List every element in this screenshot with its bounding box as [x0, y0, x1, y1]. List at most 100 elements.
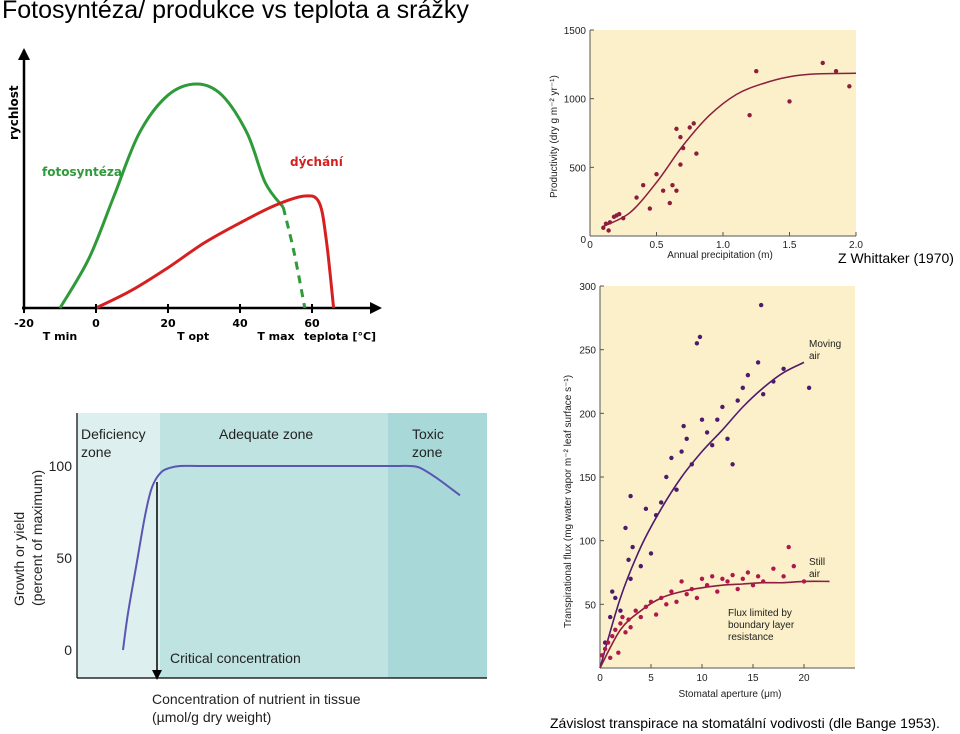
transp-ytick-label: 100 [579, 537, 596, 548]
moving-air-point [643, 506, 649, 512]
moving-air-point [806, 385, 812, 391]
still-air-point [633, 608, 638, 613]
transp-ylabel: Transpirational flux (mg water vapor m⁻²… [563, 375, 574, 628]
moving-air-point [681, 423, 686, 429]
precip-point [674, 188, 679, 193]
nutrient-curve [122, 464, 461, 651]
temp-tick-label: -20 [14, 317, 34, 330]
photosynthesis-curve-dashed [281, 206, 307, 309]
nutrient-chart: Deficiency zone Adequate zone Toxic zone 0… [11, 413, 487, 725]
precip-xtick-label: 1.0 [716, 240, 730, 251]
transp-ytick-label: 250 [579, 346, 596, 357]
moving-air-point [761, 392, 766, 397]
precip-point [678, 162, 683, 167]
moving-air-point [740, 385, 745, 391]
transp-xtick-label: 20 [798, 673, 810, 684]
still-air-point [730, 572, 735, 578]
still-air-label: Still air [809, 557, 825, 580]
critical-label: Critical concentration [170, 650, 301, 666]
precip-ytick-label: 500 [569, 163, 586, 174]
respiration-curve [95, 194, 336, 310]
moving-air-point [638, 563, 643, 569]
moving-air-point [679, 449, 684, 454]
temp-ylabel: rychlost [7, 85, 21, 140]
precip-point [820, 60, 825, 66]
still-air-point [699, 576, 705, 582]
transp-ytick-label: 50 [585, 600, 597, 611]
moving-air-point [610, 589, 615, 594]
still-air-point [643, 604, 649, 610]
nutrient-xlabel: Concentration of nutrient in tissue (µmol… [152, 691, 361, 725]
precip-xlabel: Annual precipitation (m) [667, 250, 773, 261]
precip-point [674, 126, 679, 132]
precip-ylabel: Productivity (dry g m⁻² yr⁻¹) [549, 75, 560, 198]
precip-point [678, 134, 683, 140]
moving-air-point [745, 372, 751, 378]
precip-point [787, 99, 792, 104]
still-air-point [704, 583, 710, 588]
temp-xlabel: teplota [°C] [304, 330, 376, 343]
moving-air-point [628, 576, 633, 582]
still-air-point [653, 612, 659, 617]
moving-air-point [725, 436, 730, 441]
moving-air-point [623, 525, 628, 531]
precip-point [670, 182, 675, 188]
temp-tick-label: 20 [160, 317, 176, 330]
still-air-point [679, 579, 684, 584]
precip-point [747, 112, 752, 118]
moving-air-point [608, 614, 613, 620]
nutrient-ytick-label: 50 [56, 550, 72, 566]
still-air-point [605, 640, 611, 645]
precip-point [833, 69, 839, 74]
moving-air-point [613, 595, 618, 601]
transp-ytick-label: 300 [579, 282, 596, 293]
flux-annotation: Flux limited by boundary layer resistance [728, 608, 795, 643]
transpiration-chart: 0 5 10 15 20 50 100 150 200 250 300 Moving air Stil… [563, 282, 855, 700]
zone-adequate-bg [160, 413, 388, 678]
still-air-point [791, 563, 796, 569]
moving-air-point [602, 640, 608, 645]
precip-point [691, 121, 696, 126]
precip-point [647, 206, 653, 211]
still-air-point [786, 544, 791, 550]
moving-air-point [664, 474, 669, 480]
precip-point [680, 145, 686, 151]
precipitation-chart: 0 0.5 1.0 1.5 2.0 0 500 1000 1500 Annual precipi… [549, 26, 863, 261]
moving-air-point [648, 551, 654, 556]
precip-point [607, 220, 613, 225]
temp-mark-label: T opt [177, 330, 209, 343]
zone-toxic-bg [388, 413, 487, 678]
still-air-point [659, 595, 664, 601]
precip-point [603, 221, 609, 226]
transp-xlabel: Stomatal aperture (μm) [678, 689, 781, 700]
zone-deficiency-label: Deficiency zone [81, 426, 146, 460]
nutrient-ytick-label: 100 [49, 458, 73, 474]
precip-ytick-label: 1500 [564, 26, 587, 37]
temperature-chart: rychlost fotosyntéza dýchání -20 0 20 40 60 T… [7, 48, 382, 343]
precip-point [634, 195, 639, 200]
nutrient-ylabel: Growth or yield (percent of maximum) [11, 470, 45, 606]
still-air-point [740, 576, 745, 582]
temp-tick-label: 60 [304, 317, 320, 330]
temp-y-arrow-icon [18, 48, 30, 60]
still-air-point [761, 579, 766, 584]
precip-plot-area [590, 30, 856, 236]
still-air-point [638, 614, 643, 620]
precip-point [654, 172, 659, 177]
moving-air-point [659, 500, 664, 505]
precip-ytick-label: 1000 [564, 95, 587, 106]
still-air-point [628, 625, 633, 630]
transp-ytick-label: 200 [579, 409, 596, 420]
precip-point [667, 200, 672, 206]
still-air-point [648, 599, 654, 604]
transp-plot-area [600, 286, 855, 668]
moving-air-point [628, 493, 633, 499]
critical-arrow-icon [152, 670, 162, 680]
precip-xtick-label: 0.5 [650, 240, 664, 251]
precip-xtick-label: 0 [587, 240, 593, 251]
still-air-point [720, 576, 725, 582]
still-air-point [715, 589, 720, 594]
moving-air-point [730, 462, 735, 467]
moving-air-point [755, 360, 761, 365]
